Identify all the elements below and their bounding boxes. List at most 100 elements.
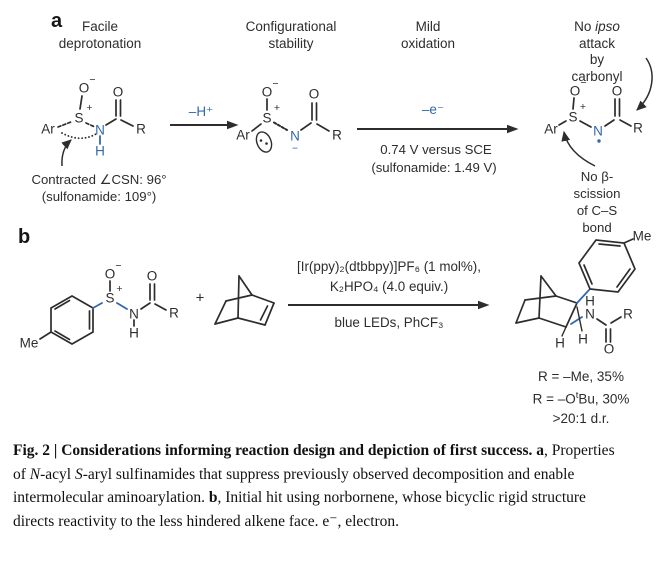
annotation-line: (sulfonamide: 109°) [41, 189, 157, 204]
annotation-arrow [61, 139, 72, 167]
annotation-line: of C–S bond [576, 203, 618, 235]
atom-label-n: N [290, 129, 300, 144]
annotation-line: Contracted ∠CSN: 96° [31, 172, 167, 187]
bond [120, 119, 134, 127]
arrow-head [478, 300, 490, 310]
bond [596, 318, 607, 326]
reaction-arrow-2 [357, 124, 519, 134]
bond [39, 331, 52, 340]
bond [300, 122, 312, 131]
header-facile-deprotonation: Facile deprotonation [59, 19, 142, 52]
charge-plus: + [116, 283, 122, 295]
caption-italic: N [29, 465, 41, 483]
structure-a2-bonds [251, 98, 330, 153]
atom-label-ar: Ar [41, 122, 55, 137]
atom-label-o: O [262, 85, 273, 100]
bond [565, 302, 578, 328]
atom-label-s: S [105, 291, 114, 306]
tolyl-ring [578, 239, 636, 293]
charge-minus: − [115, 260, 121, 272]
atom-label-o: O [604, 342, 615, 357]
bond [105, 118, 117, 126]
charge-minus: − [89, 74, 95, 86]
scheme-canvas: Ar S O − + N H O R A [20, 57, 653, 357]
result-text: Bu, 30% [578, 391, 630, 407]
bond [540, 275, 557, 297]
atom-label-n: N [593, 124, 603, 139]
panel-a-label: a [51, 10, 63, 32]
bond [623, 238, 634, 244]
charge-minus: − [580, 77, 586, 89]
aromatic-inner-bond [616, 268, 631, 288]
bond [515, 299, 526, 324]
atom-label-o: O [105, 267, 116, 282]
atom-label-n: N [129, 307, 139, 322]
bond [238, 275, 253, 296]
aromatic-inner-bond [54, 330, 71, 341]
header-line: stability [268, 35, 314, 51]
c-n-bond [570, 316, 583, 325]
atom-label-h: H [129, 326, 139, 341]
caption-italic: S [75, 465, 83, 483]
bond [604, 119, 615, 127]
figure-caption: Fig. 2 | Considerations informing reacti… [13, 439, 625, 533]
caption-text: , Properties of [13, 442, 615, 483]
atom-label-r: R [332, 128, 342, 143]
reaction-arrow-1 [170, 120, 239, 130]
c-h-bond [561, 326, 567, 337]
caption-panel-b-ref: b [208, 489, 218, 506]
result-line: >20:1 d.r. [552, 410, 610, 426]
reaction-conditions-below: blue LEDs, PhCF₃ [334, 315, 444, 330]
bond [225, 294, 253, 302]
caption-text: -acyl [40, 465, 75, 483]
atom-label-h: H [555, 336, 565, 351]
alkene-inner-bond [259, 305, 269, 321]
annotation-contracted-angle: Contracted ∠CSN: 96° (sulfonamide: 109°) [31, 171, 166, 205]
atom-label-me: Me [20, 336, 39, 351]
annotation-line: No β-scission [573, 169, 621, 201]
atom-label-o: O [309, 87, 320, 102]
atom-label-o: O [79, 81, 90, 96]
bond [237, 317, 266, 326]
atom-label-n: N [585, 307, 595, 322]
structure-a3-bonds [558, 57, 653, 167]
header-mild-oxidation: Mild oxidation [401, 19, 455, 52]
atom-label-s: S [568, 110, 577, 125]
bond [251, 294, 275, 304]
atom-label-s: S [74, 111, 83, 126]
lone-pair-orbital [255, 131, 273, 153]
conditions-line: [Ir(ppy)₂(dtbbpy)]PF₆ (1 mol%), [297, 259, 481, 274]
dashed-bond [85, 122, 96, 128]
ipso-attack-arrow [636, 57, 653, 111]
plus-sign: + [196, 290, 205, 307]
atom-label-ar: Ar [544, 122, 558, 137]
result-superscript: t [575, 390, 579, 401]
product-results: R = –Me, 35% R = –OtBu, 30% >20:1 d.r. [533, 367, 630, 428]
c-h-bond [576, 306, 583, 332]
atom-label-o: O [612, 84, 623, 99]
bond [214, 317, 239, 325]
result-line: R = –Me, 35% [538, 369, 624, 384]
structure-a1-bonds [57, 95, 134, 167]
caption-text: -aryl sulfinamides that suppress previou… [13, 465, 575, 507]
charge-plus: + [274, 102, 280, 114]
bond [237, 275, 240, 319]
aromatic-inner-bond [598, 243, 621, 247]
structure-product-bonds [515, 238, 636, 343]
lone-pair-dot [265, 142, 268, 145]
step2-potential-ref: (sulfonamide: 1.49 V) [371, 160, 497, 175]
charge-plus: + [86, 102, 92, 114]
aromatic-inner-bond [54, 299, 71, 310]
atom-label-r: R [623, 307, 633, 322]
arrow-head [507, 124, 519, 134]
header-line: Facile [81, 19, 119, 34]
c-aryl-bond [576, 289, 590, 304]
bond [316, 123, 330, 132]
header-line: by carbonyl [571, 52, 623, 84]
atom-label-ar: Ar [236, 128, 250, 143]
charge-plus: + [580, 101, 586, 113]
structure-a2-atoms: Ar S O − + N − O R [236, 78, 342, 155]
atom-label-h: H [95, 144, 105, 159]
atom-label-o: O [113, 85, 124, 100]
conditions-line: K₂HPO₄ (4.0 equiv.) [329, 278, 449, 294]
